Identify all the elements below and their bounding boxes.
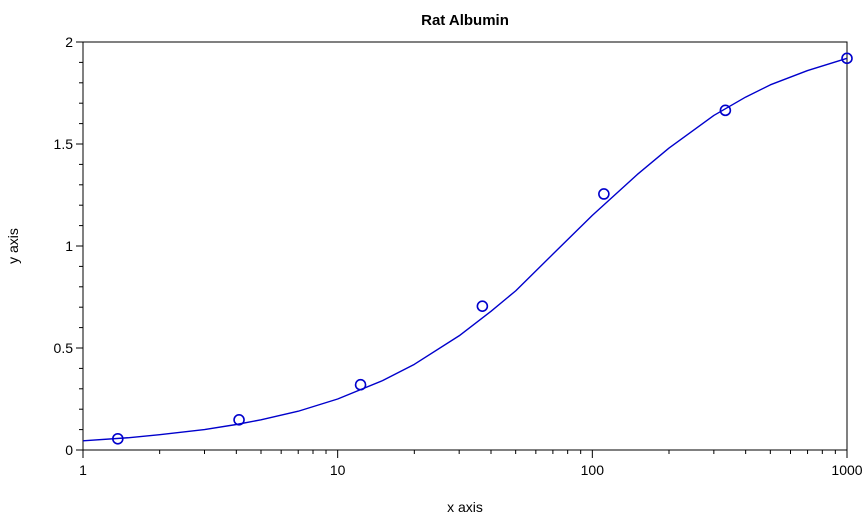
y-axis-ticks: 0 0.5 1 1.5 2 — [54, 34, 83, 458]
y-tick-label: 0.5 — [54, 340, 74, 356]
y-tick-label: 2 — [65, 34, 73, 50]
x-tick-label: 10 — [330, 462, 346, 478]
fit-curve-line — [82, 57, 848, 442]
data-point — [354, 378, 367, 391]
x-tick-label: 1000 — [831, 462, 862, 478]
y-tick-label: 1.5 — [54, 136, 74, 152]
chart-title: Rat Albumin — [421, 12, 509, 29]
x-axis-label: x axis — [447, 499, 483, 515]
data-point — [233, 414, 245, 426]
data-point — [112, 432, 124, 445]
x-tick-label: 100 — [581, 462, 605, 478]
data-point — [476, 300, 489, 312]
y-tick-label: 0 — [65, 442, 73, 458]
data-point — [719, 104, 732, 117]
plot-frame — [82, 41, 848, 451]
plot-area — [82, 52, 853, 445]
x-axis-ticks: 1 10 100 1000 — [79, 450, 863, 478]
data-point — [598, 188, 610, 200]
y-tick-label: 1 — [65, 238, 73, 254]
y-axis-label: y axis — [5, 228, 21, 264]
data-point — [841, 52, 853, 65]
x-tick-label: 1 — [79, 462, 87, 478]
